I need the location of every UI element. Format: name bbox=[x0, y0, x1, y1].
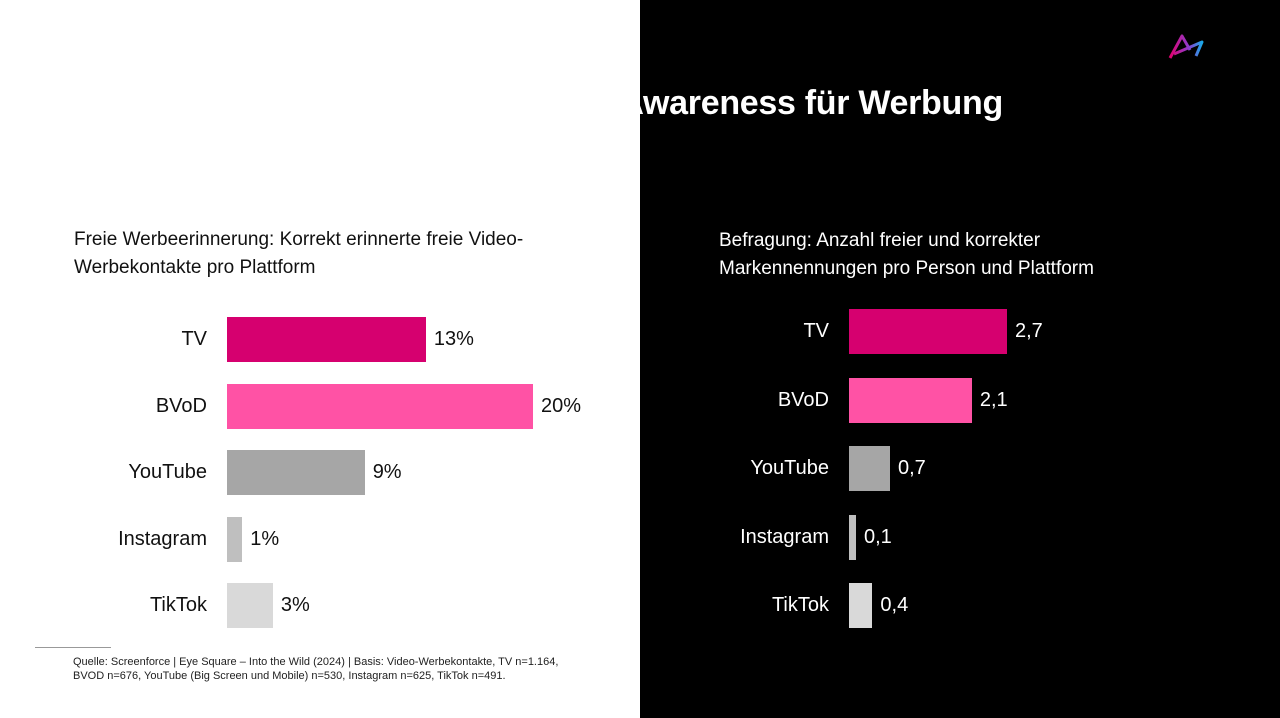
bar bbox=[227, 516, 243, 562]
bar bbox=[849, 446, 890, 491]
value-label: 0,4 bbox=[880, 594, 909, 616]
left-chart-title: Freie Werbeerinnerung: Korrekt erinnerte… bbox=[74, 226, 523, 282]
category-label: YouTube bbox=[750, 457, 829, 479]
right-chart-title-line2: Markennennungen pro Person und Plattform bbox=[719, 258, 1094, 279]
value-label: 3% bbox=[280, 594, 310, 616]
footnote-divider bbox=[35, 647, 111, 648]
bar-row-tv: TV 2,7 bbox=[640, 309, 1240, 354]
bar bbox=[849, 309, 1007, 354]
bar bbox=[227, 450, 365, 495]
left-chart-title-line1: Freie Werbeerinnerung: Korrekt erinnerte… bbox=[74, 229, 524, 250]
footnote: Quelle: Screenforce | Eye Square – Into … bbox=[73, 655, 633, 683]
right-chart-title: Befragung: Anzahl freier und korrekter M… bbox=[719, 227, 1094, 283]
bar-row-youtube: YouTube 9% bbox=[0, 450, 600, 495]
category-label: Instagram bbox=[118, 527, 207, 550]
bar-row-bvod: BVoD 20% bbox=[0, 383, 600, 429]
right-chart-title-line1: Befragung: Anzahl freier und korrekter bbox=[719, 230, 1041, 251]
bar bbox=[849, 377, 972, 423]
page-title: TV und BVoD erzielen die höchste Awarene… bbox=[72, 84, 1003, 122]
bar-row-tv: TV 13% bbox=[0, 317, 600, 362]
value-label: 1% bbox=[250, 527, 280, 550]
bar bbox=[227, 317, 426, 362]
value-label: 2,1 bbox=[979, 388, 1008, 411]
value-label: 13% bbox=[433, 328, 474, 350]
brand-logo-icon bbox=[1168, 34, 1204, 59]
value-label: 0,1 bbox=[864, 525, 892, 548]
bar-row-tiktok: TikTok 3% bbox=[0, 583, 600, 628]
left-chart-title-line2: Werbekontakte pro Plattform bbox=[74, 257, 316, 278]
category-label: TV bbox=[803, 320, 829, 342]
value-label: 20% bbox=[541, 394, 582, 417]
footnote-line2: BVOD n=676, YouTube (Big Screen und Mobi… bbox=[73, 670, 506, 682]
bar bbox=[849, 514, 856, 560]
bar-row-instagram: Instagram 1% bbox=[0, 516, 600, 562]
dark-panel bbox=[640, 0, 1280, 718]
category-label: TikTok bbox=[149, 594, 207, 616]
bar-row-bvod: BVoD 2,1 bbox=[640, 377, 1240, 423]
footnote-line1: Quelle: Screenforce | Eye Square – Into … bbox=[73, 656, 559, 668]
bar bbox=[227, 583, 273, 628]
bar bbox=[849, 583, 873, 628]
category-label: TV bbox=[181, 328, 207, 350]
bar-row-youtube: YouTube 0,7 bbox=[640, 446, 1240, 491]
bar bbox=[227, 383, 533, 429]
category-label: BVoD bbox=[777, 388, 829, 411]
category-label: BVoD bbox=[155, 394, 207, 417]
value-label: 9% bbox=[372, 461, 402, 483]
bar-row-tiktok: TikTok 0,4 bbox=[640, 583, 1240, 628]
category-label: YouTube bbox=[128, 461, 207, 483]
category-label: Instagram bbox=[740, 525, 829, 548]
value-label: 2,7 bbox=[1015, 320, 1043, 342]
category-label: TikTok bbox=[771, 594, 829, 616]
value-label: 0,7 bbox=[897, 457, 926, 479]
bar-row-instagram: Instagram 0,1 bbox=[640, 514, 1240, 560]
